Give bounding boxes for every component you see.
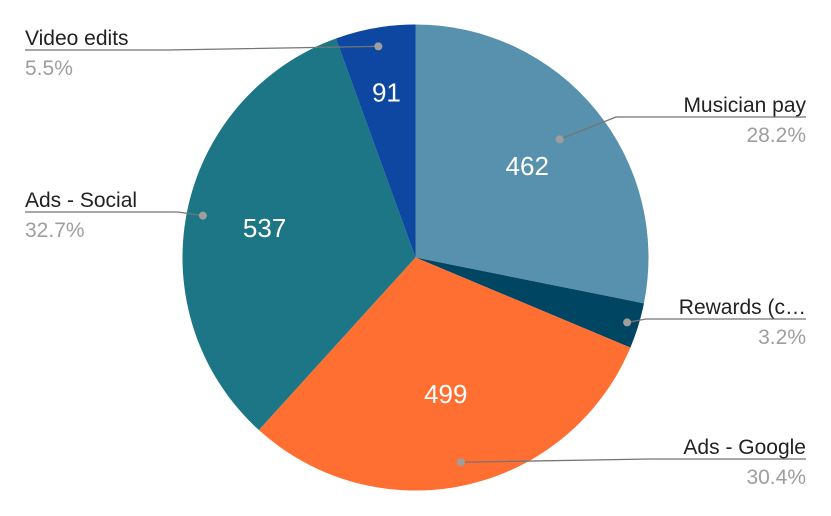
callout-leader-line: [626, 318, 806, 324]
callout-dot: [623, 318, 632, 327]
callout-leader-line: [460, 458, 806, 463]
slice-percent-label: 5.5%: [25, 57, 73, 80]
slice-percent-label: 30.4%: [746, 466, 806, 489]
slice-value-label: 91: [372, 77, 401, 107]
callout-leader-line: [25, 45, 379, 51]
slice-category-label: Video edits: [25, 27, 129, 50]
pie-slice-ads-social[interactable]: [182, 38, 416, 431]
slice-category-label: Musician pay: [683, 94, 806, 117]
callout-dot: [198, 211, 207, 220]
slice-category-label: Ads - Google: [683, 436, 806, 459]
callout-leader-line: [25, 211, 203, 217]
slice-category-label: Ads - Social: [25, 189, 137, 212]
slice-percent-label: 28.2%: [746, 124, 806, 147]
pie-slices: [182, 24, 649, 491]
pie-slice-video-edits[interactable]: [335, 24, 416, 258]
callout-dot: [374, 42, 383, 51]
slice-value-label: 499: [424, 379, 467, 409]
slice-percent-label: 32.7%: [25, 219, 85, 242]
pie-slice-musician-pay[interactable]: [415, 24, 649, 304]
slice-value-labels: 462 499 537 91: [243, 77, 549, 409]
slice-callouts: Musician pay 28.2% Rewards (c… 3.2% Ads - Go…: [25, 27, 806, 489]
pie-slice-rewards-c[interactable]: [415, 257, 644, 348]
slice-value-label: 537: [243, 213, 286, 243]
slice-value-label: 462: [506, 151, 549, 181]
callout-dot: [456, 458, 465, 467]
pie-slice-ads-google[interactable]: [258, 257, 631, 491]
callout-leader-line: [559, 116, 806, 140]
slice-category-label: Rewards (c…: [679, 296, 806, 319]
slice-percent-label: 3.2%: [758, 326, 806, 349]
callout-dot: [555, 135, 564, 144]
